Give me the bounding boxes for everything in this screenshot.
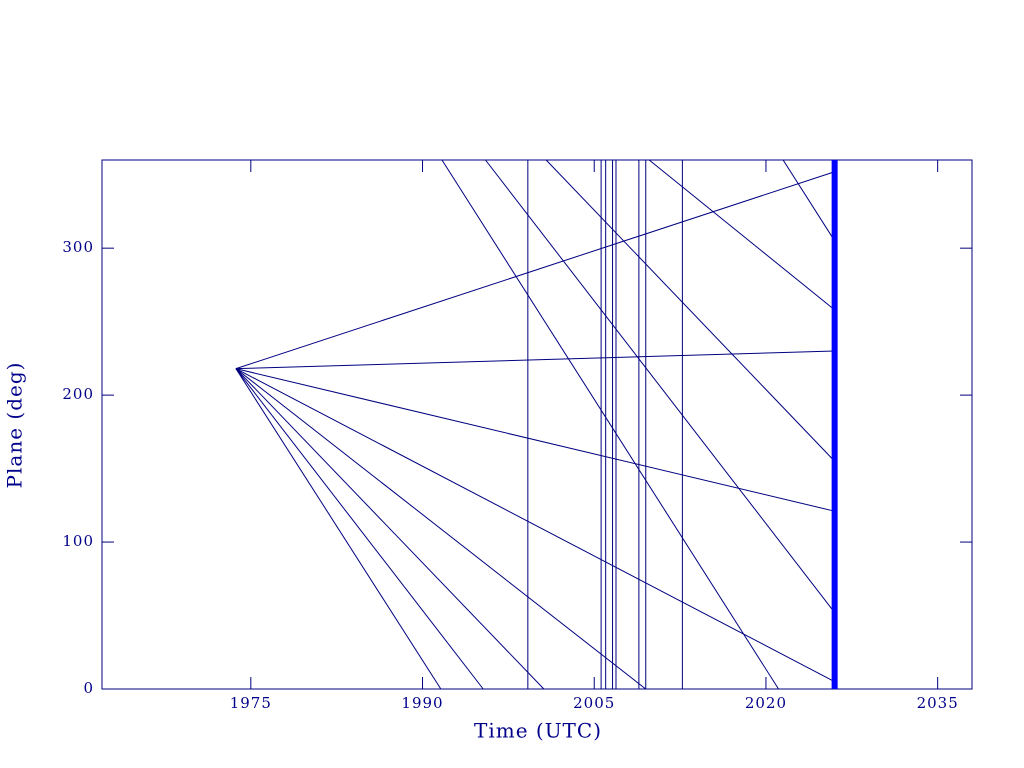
x-tick-label: 1975: [230, 694, 272, 712]
track-line: [235, 368, 835, 683]
x-tick-label: 2005: [573, 694, 615, 712]
track-line: [235, 368, 647, 690]
x-axis-label: Time (UTC): [474, 719, 602, 743]
track-line: [648, 159, 835, 311]
track-line: [235, 368, 545, 690]
y-tick-label: 300: [62, 238, 94, 256]
y-axis-label: Plane (deg): [3, 362, 27, 489]
track-line: [485, 159, 836, 613]
y-tick-label: 200: [62, 385, 94, 403]
x-tick-label: 2020: [745, 694, 787, 712]
track-line: [235, 368, 442, 690]
y-tick-label: 0: [83, 679, 94, 697]
track-line: [235, 368, 835, 512]
track-line: [235, 368, 484, 690]
track-line: [782, 159, 836, 242]
track-line: [235, 171, 835, 370]
plot-frame: [101, 159, 973, 690]
x-tick-label: 2035: [917, 694, 959, 712]
y-tick-label: 100: [62, 532, 94, 550]
x-tick-label: 1990: [401, 694, 443, 712]
track-line: [441, 159, 779, 690]
track-line: [545, 159, 835, 462]
track-line: [235, 350, 835, 370]
